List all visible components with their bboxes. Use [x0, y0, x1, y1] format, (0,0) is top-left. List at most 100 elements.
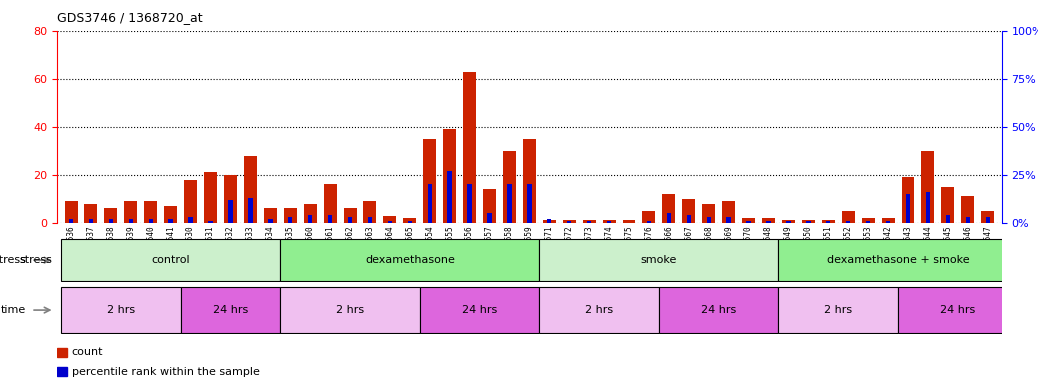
Text: 24 hrs: 24 hrs	[462, 305, 497, 315]
Bar	[881, 218, 895, 223]
Bar	[540, 239, 778, 281]
Bar	[184, 180, 197, 223]
Bar	[408, 221, 412, 223]
Bar	[164, 206, 177, 223]
Bar	[722, 201, 735, 223]
Bar	[647, 221, 651, 223]
Bar	[662, 194, 676, 223]
Text: 2 hrs: 2 hrs	[585, 305, 613, 315]
Bar	[57, 348, 67, 357]
Bar	[61, 287, 181, 333]
Bar	[727, 217, 731, 223]
Bar	[659, 287, 778, 333]
Text: 24 hrs: 24 hrs	[701, 305, 736, 315]
Bar	[189, 217, 193, 223]
Bar	[686, 215, 691, 223]
Bar	[926, 192, 930, 223]
Text: time: time	[1, 305, 26, 315]
Bar	[383, 215, 397, 223]
Text: 2 hrs: 2 hrs	[336, 305, 364, 315]
Bar	[527, 184, 531, 223]
Bar	[567, 221, 572, 223]
Bar	[428, 184, 432, 223]
Bar	[57, 367, 67, 376]
Bar	[467, 184, 472, 223]
Bar	[961, 196, 975, 223]
Text: dexamethasone + smoke: dexamethasone + smoke	[826, 255, 969, 265]
Text: stress: stress	[19, 255, 52, 265]
Bar	[985, 217, 990, 223]
Bar	[786, 221, 791, 223]
Bar	[404, 218, 416, 223]
Bar	[906, 194, 910, 223]
Bar	[762, 218, 775, 223]
Bar	[543, 220, 555, 223]
Bar	[508, 184, 512, 223]
Bar	[204, 172, 217, 223]
Bar	[367, 217, 373, 223]
Bar	[463, 71, 476, 223]
Bar	[264, 208, 277, 223]
Bar	[707, 217, 711, 223]
Bar	[348, 217, 352, 223]
Bar	[782, 220, 795, 223]
Bar	[419, 287, 540, 333]
Bar	[129, 219, 133, 223]
Bar	[224, 175, 237, 223]
Bar	[563, 220, 576, 223]
Bar	[666, 213, 671, 223]
Bar	[766, 221, 770, 223]
Bar	[603, 220, 616, 223]
Bar	[64, 201, 78, 223]
Text: dexamethasone: dexamethasone	[365, 255, 455, 265]
Bar	[922, 151, 934, 223]
Bar	[885, 221, 891, 223]
Text: 2 hrs: 2 hrs	[824, 305, 852, 315]
Bar	[125, 201, 137, 223]
Bar	[228, 200, 233, 223]
Bar	[61, 239, 280, 281]
Bar	[328, 215, 332, 223]
Bar	[842, 211, 854, 223]
Bar	[682, 199, 695, 223]
Bar	[209, 221, 213, 223]
Bar	[304, 204, 317, 223]
Bar	[807, 221, 811, 223]
Bar	[846, 221, 850, 223]
Bar	[523, 139, 536, 223]
Bar	[503, 151, 516, 223]
Bar	[289, 217, 293, 223]
Text: stress: stress	[0, 255, 26, 265]
Bar	[148, 219, 153, 223]
Bar	[363, 201, 377, 223]
Text: percentile rank within the sample: percentile rank within the sample	[72, 366, 260, 377]
Bar	[248, 198, 252, 223]
Bar	[866, 221, 870, 223]
Bar	[862, 218, 875, 223]
Bar	[324, 184, 336, 223]
Bar	[487, 213, 492, 223]
Text: GDS3746 / 1368720_at: GDS3746 / 1368720_at	[57, 12, 202, 25]
Bar	[388, 221, 392, 223]
Bar	[981, 211, 994, 223]
Bar	[746, 221, 750, 223]
Bar	[946, 215, 950, 223]
Text: 24 hrs: 24 hrs	[940, 305, 976, 315]
Bar	[483, 189, 496, 223]
Bar	[144, 201, 157, 223]
Bar	[547, 219, 551, 223]
Bar	[105, 208, 117, 223]
Text: 2 hrs: 2 hrs	[107, 305, 135, 315]
Bar	[898, 287, 1017, 333]
Bar	[283, 208, 297, 223]
Bar	[802, 220, 815, 223]
Bar	[703, 204, 715, 223]
Bar	[778, 239, 1017, 281]
Bar	[778, 287, 898, 333]
Bar	[540, 287, 659, 333]
Bar	[244, 156, 256, 223]
Bar	[181, 287, 280, 333]
Bar	[109, 219, 113, 223]
Bar	[607, 221, 611, 223]
Text: control: control	[152, 255, 190, 265]
